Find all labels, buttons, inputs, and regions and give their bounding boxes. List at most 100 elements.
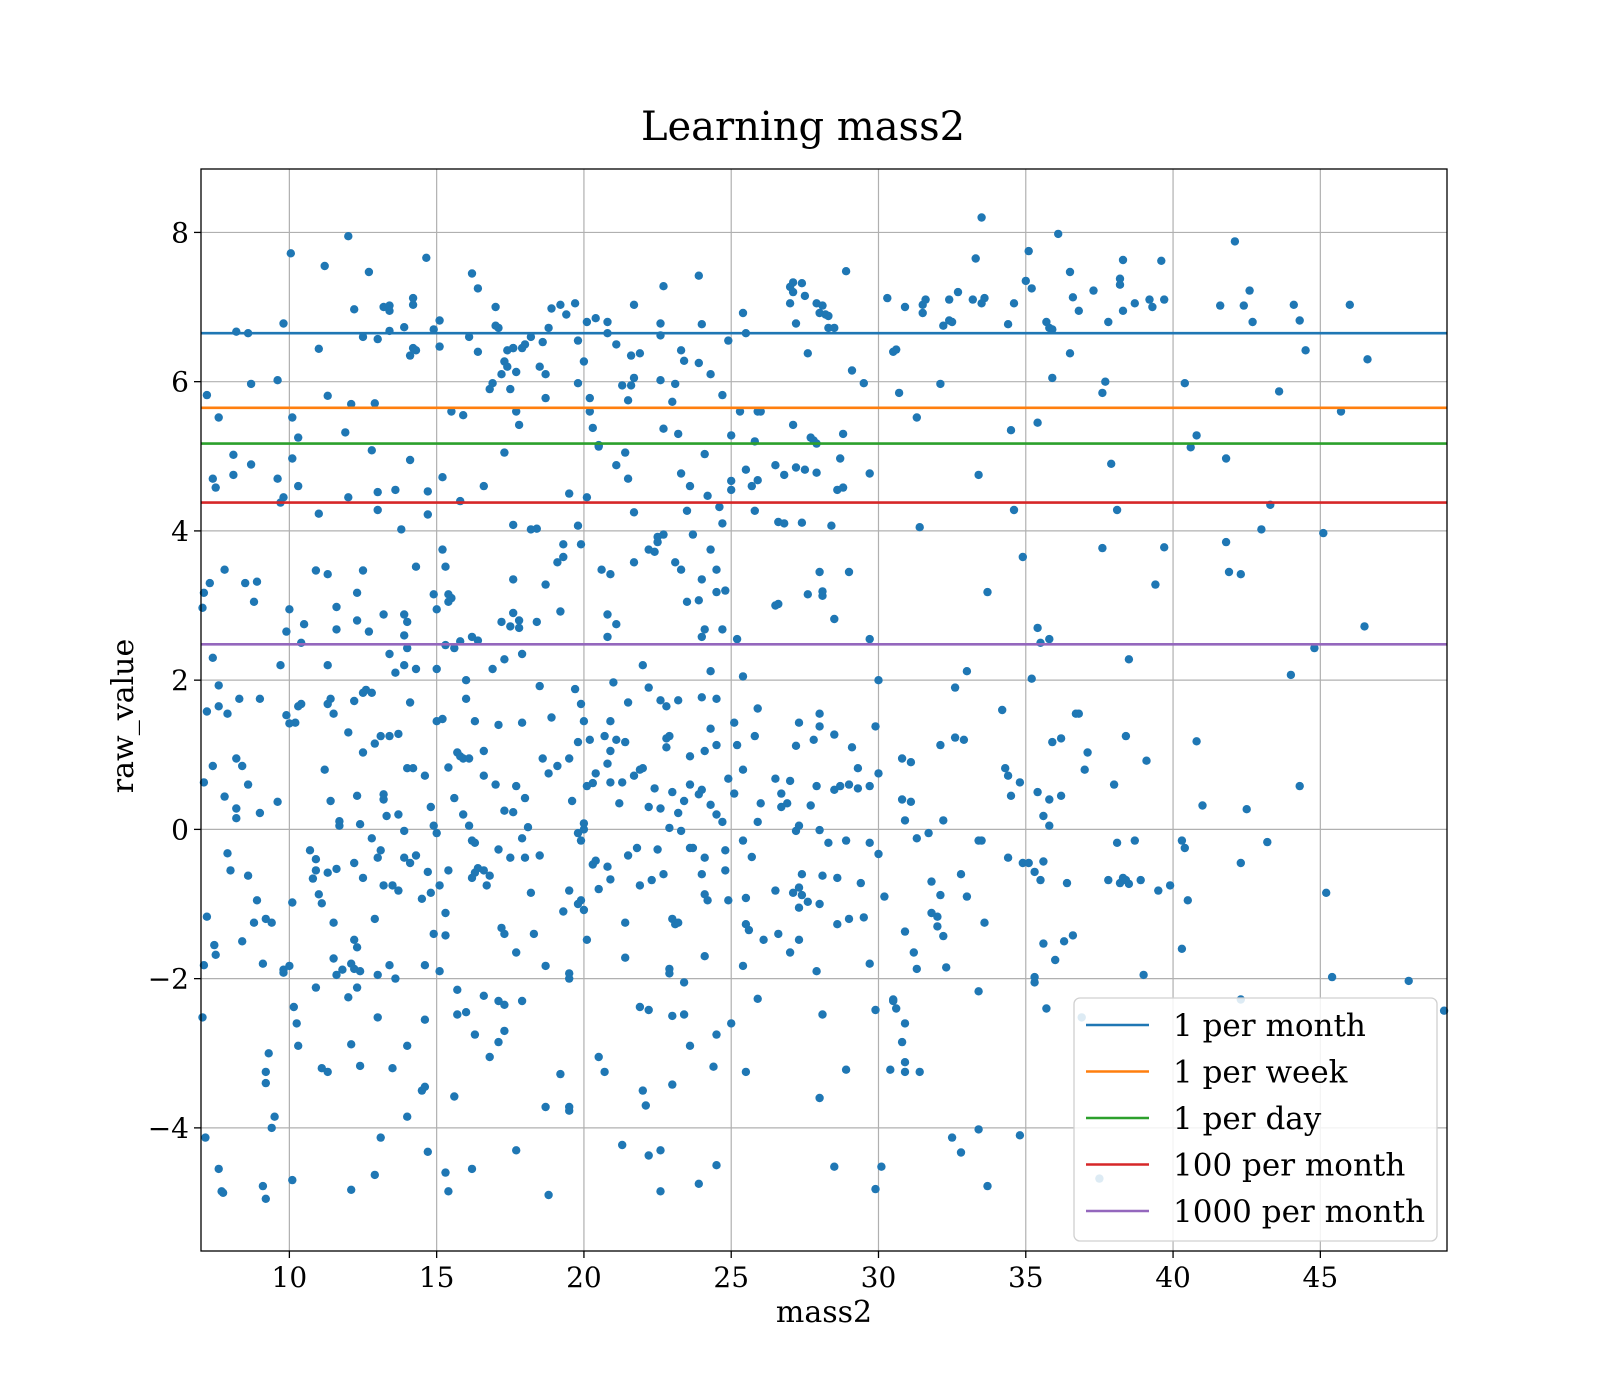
scatter-point	[697, 575, 706, 584]
scatter-point	[1165, 881, 1175, 890]
scatter-point	[900, 1067, 910, 1077]
scatter-point	[1065, 267, 1075, 277]
scatter-point	[874, 849, 883, 859]
scatter-point	[738, 308, 748, 318]
scatter-point	[429, 821, 438, 830]
scatter-point	[638, 764, 647, 773]
scatter-point	[612, 735, 621, 744]
scatter-point	[214, 681, 223, 690]
scatter-point	[844, 567, 854, 577]
scatter-point	[538, 754, 547, 763]
scatter-point	[311, 855, 321, 864]
scatter-point	[1112, 505, 1122, 515]
scatter-point	[656, 1146, 665, 1155]
scatter-point	[629, 300, 639, 309]
scatter-point	[1027, 674, 1036, 683]
scatter-point	[382, 811, 391, 821]
scatter-point	[553, 558, 562, 567]
scatter-point	[1048, 325, 1057, 334]
scatter-point	[538, 337, 547, 347]
scatter-point	[603, 610, 612, 619]
scatter-point	[461, 676, 471, 685]
scatter-point	[238, 937, 247, 946]
scatter-point	[1036, 638, 1045, 647]
scatter-point	[594, 1052, 603, 1062]
scatter-point	[709, 1062, 718, 1071]
scatter-point	[694, 790, 703, 799]
scatter-point	[712, 1030, 721, 1039]
scatter-point	[497, 370, 506, 379]
scatter-point	[1048, 373, 1057, 383]
scatter-point	[435, 967, 444, 976]
scatter-point	[494, 845, 503, 854]
scatter-point	[338, 965, 347, 974]
scatter-point	[1045, 795, 1054, 804]
scatter-point	[432, 828, 441, 838]
scatter-point	[953, 287, 963, 297]
scatter-point	[232, 814, 241, 823]
scatter-point	[794, 718, 804, 727]
scatter-point	[706, 545, 715, 554]
scatter-point	[517, 996, 527, 1006]
scatter-point	[420, 1082, 430, 1092]
scatter-point	[541, 580, 550, 589]
scatter-point	[1104, 317, 1113, 327]
scatter-point	[514, 623, 524, 633]
scatter-point	[962, 892, 972, 901]
scatter-point	[1115, 280, 1125, 289]
scatter-point	[794, 883, 804, 892]
scatter-point	[570, 684, 580, 694]
scatter-point	[1263, 837, 1272, 847]
scatter-point	[500, 655, 509, 664]
scatter-point	[815, 722, 824, 731]
scatter-point	[962, 667, 972, 676]
scatter-point	[579, 357, 589, 366]
scatter-point	[400, 661, 409, 670]
scatter-point	[461, 1008, 471, 1017]
scatter-point	[1130, 299, 1140, 308]
scatter-point	[559, 540, 568, 549]
scatter-point	[441, 562, 450, 571]
scatter-point	[1183, 896, 1193, 905]
scatter-point	[747, 852, 756, 862]
scatter-point	[1124, 655, 1134, 664]
scatter-point	[588, 423, 597, 433]
scatter-point	[800, 465, 810, 474]
scatter-point	[656, 319, 665, 328]
scatter-point	[529, 929, 539, 939]
scatter-point	[629, 771, 639, 780]
scatter-point	[1248, 317, 1257, 327]
scatter-point	[1345, 300, 1355, 309]
scatter-point	[350, 696, 359, 706]
scatter-point	[435, 316, 444, 325]
scatter-point	[756, 407, 765, 416]
scatter-point	[706, 667, 715, 676]
scatter-point	[753, 817, 762, 827]
scatter-point	[1024, 858, 1033, 868]
scatter-point	[818, 1010, 827, 1019]
scatter-point	[939, 321, 948, 330]
scatter-point	[579, 717, 589, 726]
scatter-point	[1021, 276, 1030, 286]
scatter-point	[473, 636, 483, 645]
scatter-point	[420, 771, 430, 780]
scatter-point	[977, 836, 986, 845]
scatter-point	[956, 870, 966, 879]
scatter-point	[573, 737, 583, 747]
scatter-point	[727, 476, 736, 486]
scatter-point	[388, 881, 397, 890]
scatter-point	[461, 694, 471, 703]
scatter-point	[1083, 748, 1092, 757]
scatter-point	[423, 510, 432, 519]
scatter-point	[411, 851, 421, 860]
scatter-point	[358, 688, 368, 697]
scatter-points	[198, 213, 1449, 1204]
scatter-point	[674, 696, 683, 705]
scatter-point	[674, 808, 683, 818]
scatter-point	[706, 370, 715, 379]
scatter-point	[544, 769, 553, 778]
scatter-point	[464, 821, 474, 830]
scatter-point	[1124, 879, 1134, 889]
scatter-point	[491, 302, 500, 312]
scatter-point	[258, 959, 268, 968]
